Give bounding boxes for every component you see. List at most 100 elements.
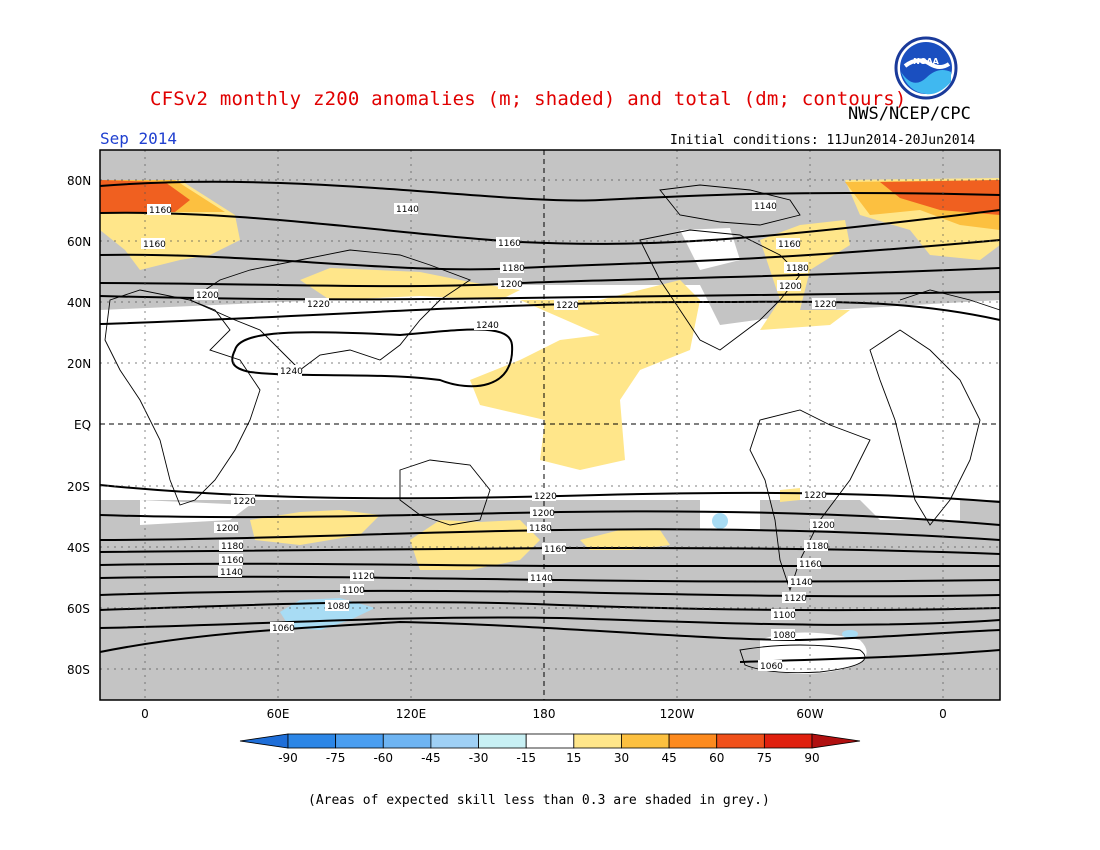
lon-label: 60E: [267, 707, 290, 721]
svg-text:1200: 1200: [812, 521, 835, 531]
contour-label: 1220: [812, 298, 837, 310]
contour-label: 1220: [554, 299, 579, 311]
svg-text:1180: 1180: [529, 524, 552, 534]
initial-conditions: Initial conditions: 11Jun2014-20Jun2014: [670, 133, 976, 148]
contour-label: 1200: [194, 289, 219, 301]
lon-label: 120W: [660, 707, 695, 721]
contour-label: 1160: [797, 558, 822, 570]
colorbar-label: -45: [421, 751, 441, 765]
svg-text:1200: 1200: [500, 280, 523, 290]
contour-label: 1200: [530, 507, 555, 519]
lat-label: EQ: [74, 418, 91, 432]
lon-label: 60W: [796, 707, 823, 721]
contour-label: 1200: [810, 519, 835, 531]
forecast-month: Sep 2014: [100, 129, 178, 148]
noaa-logo: NOAA: [894, 36, 958, 100]
svg-text:1240: 1240: [280, 367, 303, 377]
lat-label: 40N: [67, 296, 91, 310]
longitude-labels: 0 60E 120E 180 120W 60W 0: [141, 707, 947, 721]
contour-label: 1140: [218, 566, 243, 578]
contour-label: 1160: [141, 238, 166, 250]
chart-title: CFSv2 monthly z200 anomalies (m; shaded)…: [150, 88, 907, 110]
svg-text:NOAA: NOAA: [913, 57, 939, 66]
svg-text:1220: 1220: [556, 301, 579, 311]
colorbar-label: 45: [661, 751, 676, 765]
contour-label: 1200: [498, 278, 523, 290]
svg-text:1120: 1120: [352, 572, 375, 582]
svg-text:1100: 1100: [773, 611, 796, 621]
colorbar-label: -75: [326, 751, 346, 765]
svg-text:1160: 1160: [149, 206, 172, 216]
svg-text:1180: 1180: [806, 542, 829, 552]
svg-text:1140: 1140: [396, 205, 419, 215]
colorbar-label: -30: [469, 751, 489, 765]
colorbar-segment: [335, 733, 384, 749]
contour-label: 1200: [214, 522, 239, 534]
colorbar-segment: [811, 733, 861, 749]
svg-text:1100: 1100: [342, 586, 365, 596]
colorbar-segment: [573, 733, 622, 749]
contour-label: 1160: [776, 238, 801, 250]
lat-label: 20N: [67, 357, 91, 371]
colorbar-segment: [430, 733, 479, 749]
contour-label: 1240: [278, 365, 303, 377]
svg-text:1160: 1160: [498, 239, 521, 249]
colorbar-label: 30: [614, 751, 629, 765]
map-frame: [99, 149, 1001, 701]
svg-text:1220: 1220: [804, 491, 827, 501]
contour-label: 1220: [802, 489, 827, 501]
svg-text:1220: 1220: [233, 497, 256, 507]
svg-text:1160: 1160: [544, 545, 567, 555]
contour-label: 1080: [771, 629, 796, 641]
contour-label: 1140: [394, 203, 419, 215]
contour-label: 1180: [804, 540, 829, 552]
svg-text:1080: 1080: [327, 602, 350, 612]
contour-label: 1100: [771, 609, 796, 621]
svg-text:1180: 1180: [221, 542, 244, 552]
colorbar-segment: [239, 733, 289, 749]
svg-text:1240: 1240: [476, 321, 499, 331]
svg-text:1200: 1200: [216, 524, 239, 534]
lon-label: 0: [141, 707, 149, 721]
svg-text:1140: 1140: [790, 578, 813, 588]
latitude-labels: 80N 60N 40N 20N EQ 20S 40S 60S 80S: [67, 174, 91, 677]
colorbar-label: 90: [804, 751, 819, 765]
contour-label: 1060: [270, 622, 295, 634]
svg-text:1160: 1160: [221, 556, 244, 566]
colorbar-label: 15: [566, 751, 581, 765]
contour-label: 1140: [752, 200, 777, 212]
contour-label: 1220: [231, 495, 256, 507]
svg-text:1200: 1200: [779, 282, 802, 292]
contour-label: 1160: [542, 543, 567, 555]
lat-label: 20S: [67, 480, 90, 494]
lat-label: 80N: [67, 174, 91, 188]
contour-label: 1060: [758, 660, 783, 672]
colorbar-segment: [668, 733, 718, 749]
svg-text:1180: 1180: [786, 264, 809, 274]
contour-label: 1240: [474, 319, 499, 331]
contour-label: 1180: [784, 262, 809, 274]
colorbar-segment: [525, 733, 575, 749]
contour-label: 1100: [340, 584, 365, 596]
contour-label: 1120: [782, 592, 807, 604]
contour-label: 1160: [496, 237, 521, 249]
colorbar-label: 60: [709, 751, 724, 765]
anomaly-pacific: [470, 280, 700, 470]
svg-text:1060: 1060: [760, 662, 783, 672]
svg-text:1160: 1160: [143, 240, 166, 250]
contour-label: 1220: [305, 298, 330, 310]
contour-label: 1140: [788, 576, 813, 588]
svg-text:1080: 1080: [773, 631, 796, 641]
contour-label: 1160: [219, 554, 244, 566]
svg-text:1140: 1140: [530, 574, 553, 584]
map-area: 1160 1140 1140 1160 1160 1160 1180 1180 …: [99, 149, 1001, 701]
svg-text:1220: 1220: [534, 492, 557, 502]
svg-text:1200: 1200: [532, 509, 555, 519]
contour-label: 1080: [325, 600, 350, 612]
contour-label: 1120: [350, 570, 375, 582]
svg-text:1220: 1220: [814, 300, 837, 310]
svg-text:1180: 1180: [502, 264, 525, 274]
lon-label: 0: [939, 707, 947, 721]
lat-label: 60S: [67, 602, 90, 616]
